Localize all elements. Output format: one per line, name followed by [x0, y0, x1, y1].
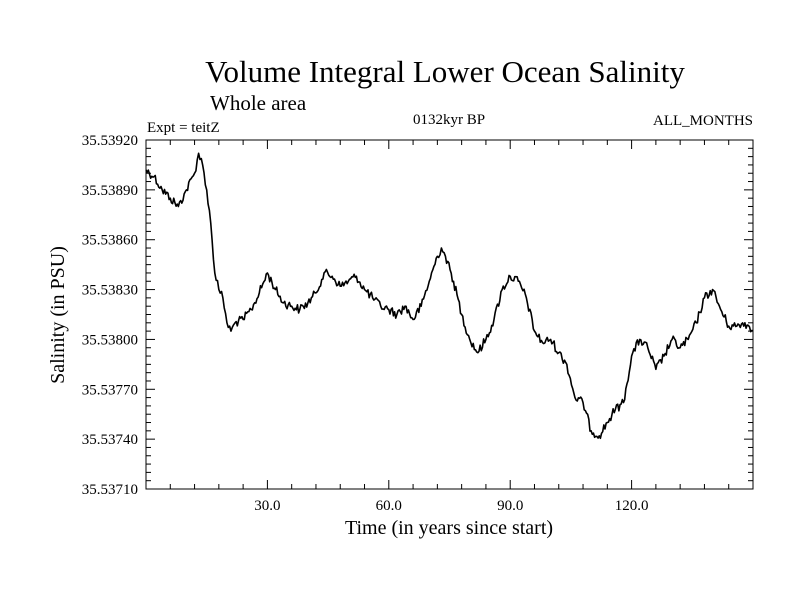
salinity-series-line [145, 152, 754, 440]
y-tick-label: 35.53710 [82, 482, 138, 498]
plot-area-frame [145, 139, 754, 490]
x-tick-label: 90.0 [497, 498, 523, 514]
x-tick-label: 30.0 [254, 498, 280, 514]
y-tick-label: 35.53920 [82, 133, 138, 149]
chart-title: Volume Integral Lower Ocean Salinity [205, 54, 685, 89]
period-annotation: 0132kyr BP [413, 112, 485, 128]
experiment-annotation: Expt = teitZ [147, 120, 220, 136]
y-tick-label: 35.53740 [82, 432, 138, 448]
x-tick-label: 120.0 [615, 498, 649, 514]
y-axis-label: Salinity (in PSU) [47, 246, 69, 384]
months-annotation: ALL_MONTHS [653, 113, 753, 129]
x-axis-label: Time (in years since start) [345, 517, 553, 539]
y-axis: 35.53710 35.53740 35.53770 35.53800 35.53830… [82, 133, 753, 498]
y-tick-label: 35.53830 [82, 283, 138, 299]
series-layer [145, 152, 754, 440]
y-tick-label: 35.53890 [82, 183, 138, 199]
y-tick-label: 35.53860 [82, 233, 138, 249]
chart-subtitle: Whole area [210, 91, 307, 115]
x-axis: 30.0 60.0 90.0 120.0 [169, 140, 730, 514]
y-tick-label: 35.53770 [82, 382, 138, 398]
y-tick-label: 35.53800 [82, 332, 138, 348]
x-tick-label: 60.0 [376, 498, 402, 514]
